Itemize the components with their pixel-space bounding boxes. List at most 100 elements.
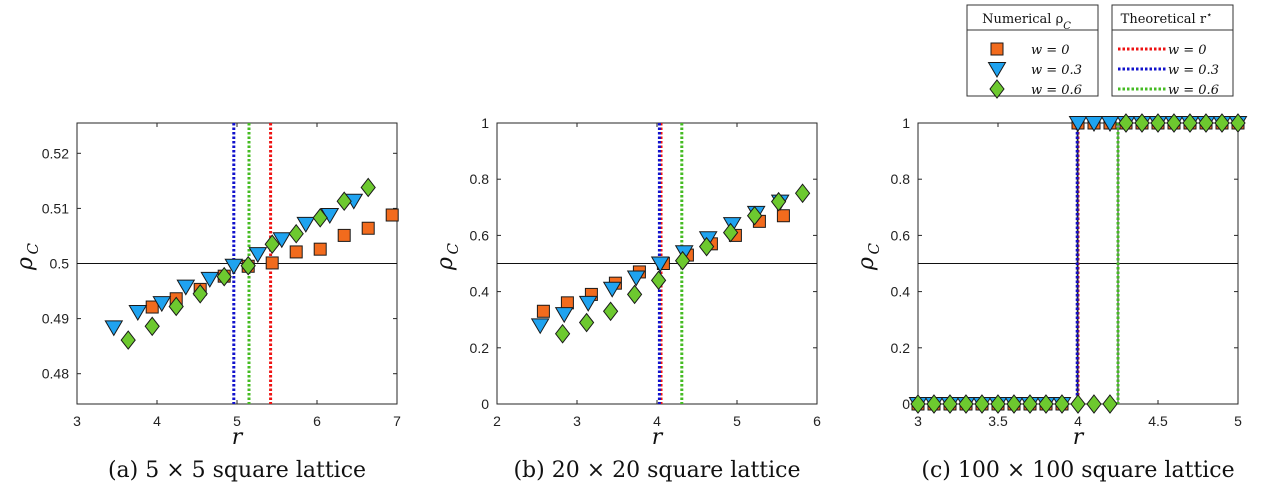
y-tick-label: 0.6	[470, 227, 490, 243]
marker-w03	[530, 318, 550, 335]
marker-w06	[336, 191, 352, 212]
marker-w06	[216, 266, 232, 287]
y-axis-label-sub: C	[444, 243, 462, 255]
legend-title-mark: ⋆	[1206, 10, 1212, 21]
panel-caption: (a) 5 × 5 square lattice	[108, 458, 366, 483]
marker-w06	[746, 205, 763, 226]
marker-w06	[192, 283, 208, 304]
y-axis-label-sub: C	[865, 243, 883, 255]
marker-w0	[361, 221, 375, 235]
x-tick-label: 3	[914, 413, 922, 429]
y-axis-label: ρC	[854, 243, 883, 271]
marker-w06	[144, 316, 160, 337]
y-axis-label-main: ρ	[854, 257, 879, 271]
legend-numerical: Numerical ρCw = 0w = 0.3w = 0.6	[966, 4, 1099, 99]
marker-w0	[337, 228, 351, 242]
y-tick-label: 0.4	[891, 284, 911, 300]
marker-w03	[1100, 116, 1120, 132]
marker-w06	[990, 394, 1006, 414]
marker-w03	[152, 296, 172, 313]
x-tick-label: 4	[653, 413, 661, 429]
legend-marker-w03	[987, 62, 1007, 78]
marker-w0	[536, 304, 550, 318]
marker-w06	[554, 323, 571, 344]
marker-w06	[626, 284, 643, 305]
marker-w03	[176, 279, 196, 296]
x-tick-label: 7	[393, 413, 401, 429]
y-tick-label: 1	[902, 115, 910, 131]
x-tick-label: 4	[1074, 413, 1082, 429]
marker-w0	[776, 209, 790, 223]
panel-caption: (b) 20 × 20 square lattice	[513, 458, 800, 483]
chart-panel-a: 3 4 5 6 7 0.48 0.49 0.5 0.51 0.52 r ρC (a) 5 × 5 squ…	[13, 122, 401, 483]
marker-w06	[1166, 113, 1182, 133]
legend-marker-w06	[989, 79, 1005, 99]
y-tick-label: 0	[902, 396, 910, 412]
legend-label: w = 0.6	[1031, 83, 1082, 98]
legend-label: w = 0.6	[1168, 83, 1219, 98]
y-tick-label: 0.2	[470, 340, 490, 356]
y-axis-label-main: ρ	[433, 257, 458, 271]
legend-label: w = 0	[1031, 43, 1070, 58]
x-tick-label: 3	[73, 413, 81, 429]
marker-w03	[224, 258, 244, 275]
markers	[104, 177, 399, 350]
legend-label: w = 0.3	[1168, 63, 1219, 78]
marker-w0	[289, 245, 303, 259]
legend-theoretical: Theoretical r⋆ w = 0 w = 0.3 w = 0.6	[1111, 4, 1234, 98]
marker-w06	[910, 394, 926, 414]
marker-w06	[1198, 113, 1214, 133]
marker-w03	[104, 320, 124, 337]
y-tick-label: 0.48	[42, 366, 69, 382]
legend-title-text: Theoretical r	[1121, 12, 1207, 27]
marker-w06	[794, 183, 811, 204]
x-tick-label: 5	[233, 413, 241, 429]
legend-label: w = 0	[1168, 43, 1207, 58]
marker-w06	[926, 394, 942, 414]
legend-title-text: Numerical ρ	[982, 12, 1063, 27]
marker-w0	[385, 208, 399, 222]
y-tick-label: 0.49	[42, 311, 69, 327]
marker-w06	[942, 394, 958, 414]
marker-w06	[288, 223, 304, 244]
marker-w03	[272, 232, 292, 249]
marker-w0	[560, 296, 574, 310]
y-axis-label: ρC	[13, 243, 42, 271]
x-axis-label: r	[652, 425, 664, 450]
marker-w06	[168, 296, 184, 317]
marker-w03	[1068, 116, 1088, 132]
markers	[908, 113, 1248, 414]
marker-w0	[265, 256, 279, 270]
marker-w06	[1054, 394, 1070, 414]
y-tick-label: 0.8	[891, 171, 911, 187]
y-tick-label: 0	[481, 396, 489, 412]
marker-w0	[313, 242, 327, 256]
x-tick-label: 3.5	[988, 413, 1008, 429]
marker-w03	[296, 216, 316, 233]
legend-title: Numerical ρC	[982, 12, 1071, 32]
x-tick-label: 6	[813, 413, 821, 429]
marker-w06	[974, 394, 990, 414]
markers	[530, 183, 811, 344]
x-tick-label: 5	[1234, 413, 1242, 429]
marker-w06	[264, 234, 280, 255]
marker-w06	[1150, 113, 1166, 133]
marker-w03	[128, 304, 148, 321]
chart-panel-b: 2 3 4 5 6 0 0.2 0.4 0.6 0.8 1 r ρC (b) 20 × 20 square…	[433, 115, 821, 483]
x-tick-label: 4	[153, 413, 161, 429]
y-tick-label: 0.52	[42, 145, 69, 161]
marker-w06	[1230, 113, 1246, 133]
legend-title-mark: C	[1063, 21, 1071, 32]
marker-w06	[602, 301, 619, 322]
marker-w06	[770, 191, 787, 212]
marker-w03	[1084, 116, 1104, 132]
marker-w06	[1134, 113, 1150, 133]
marker-w06	[1214, 113, 1230, 133]
y-axis-label: ρC	[433, 243, 462, 271]
y-tick-label: 0.4	[470, 284, 490, 300]
marker-w06	[120, 330, 136, 350]
x-tick-label: 6	[313, 413, 321, 429]
marker-w06	[722, 222, 739, 243]
marker-w03	[626, 270, 646, 287]
